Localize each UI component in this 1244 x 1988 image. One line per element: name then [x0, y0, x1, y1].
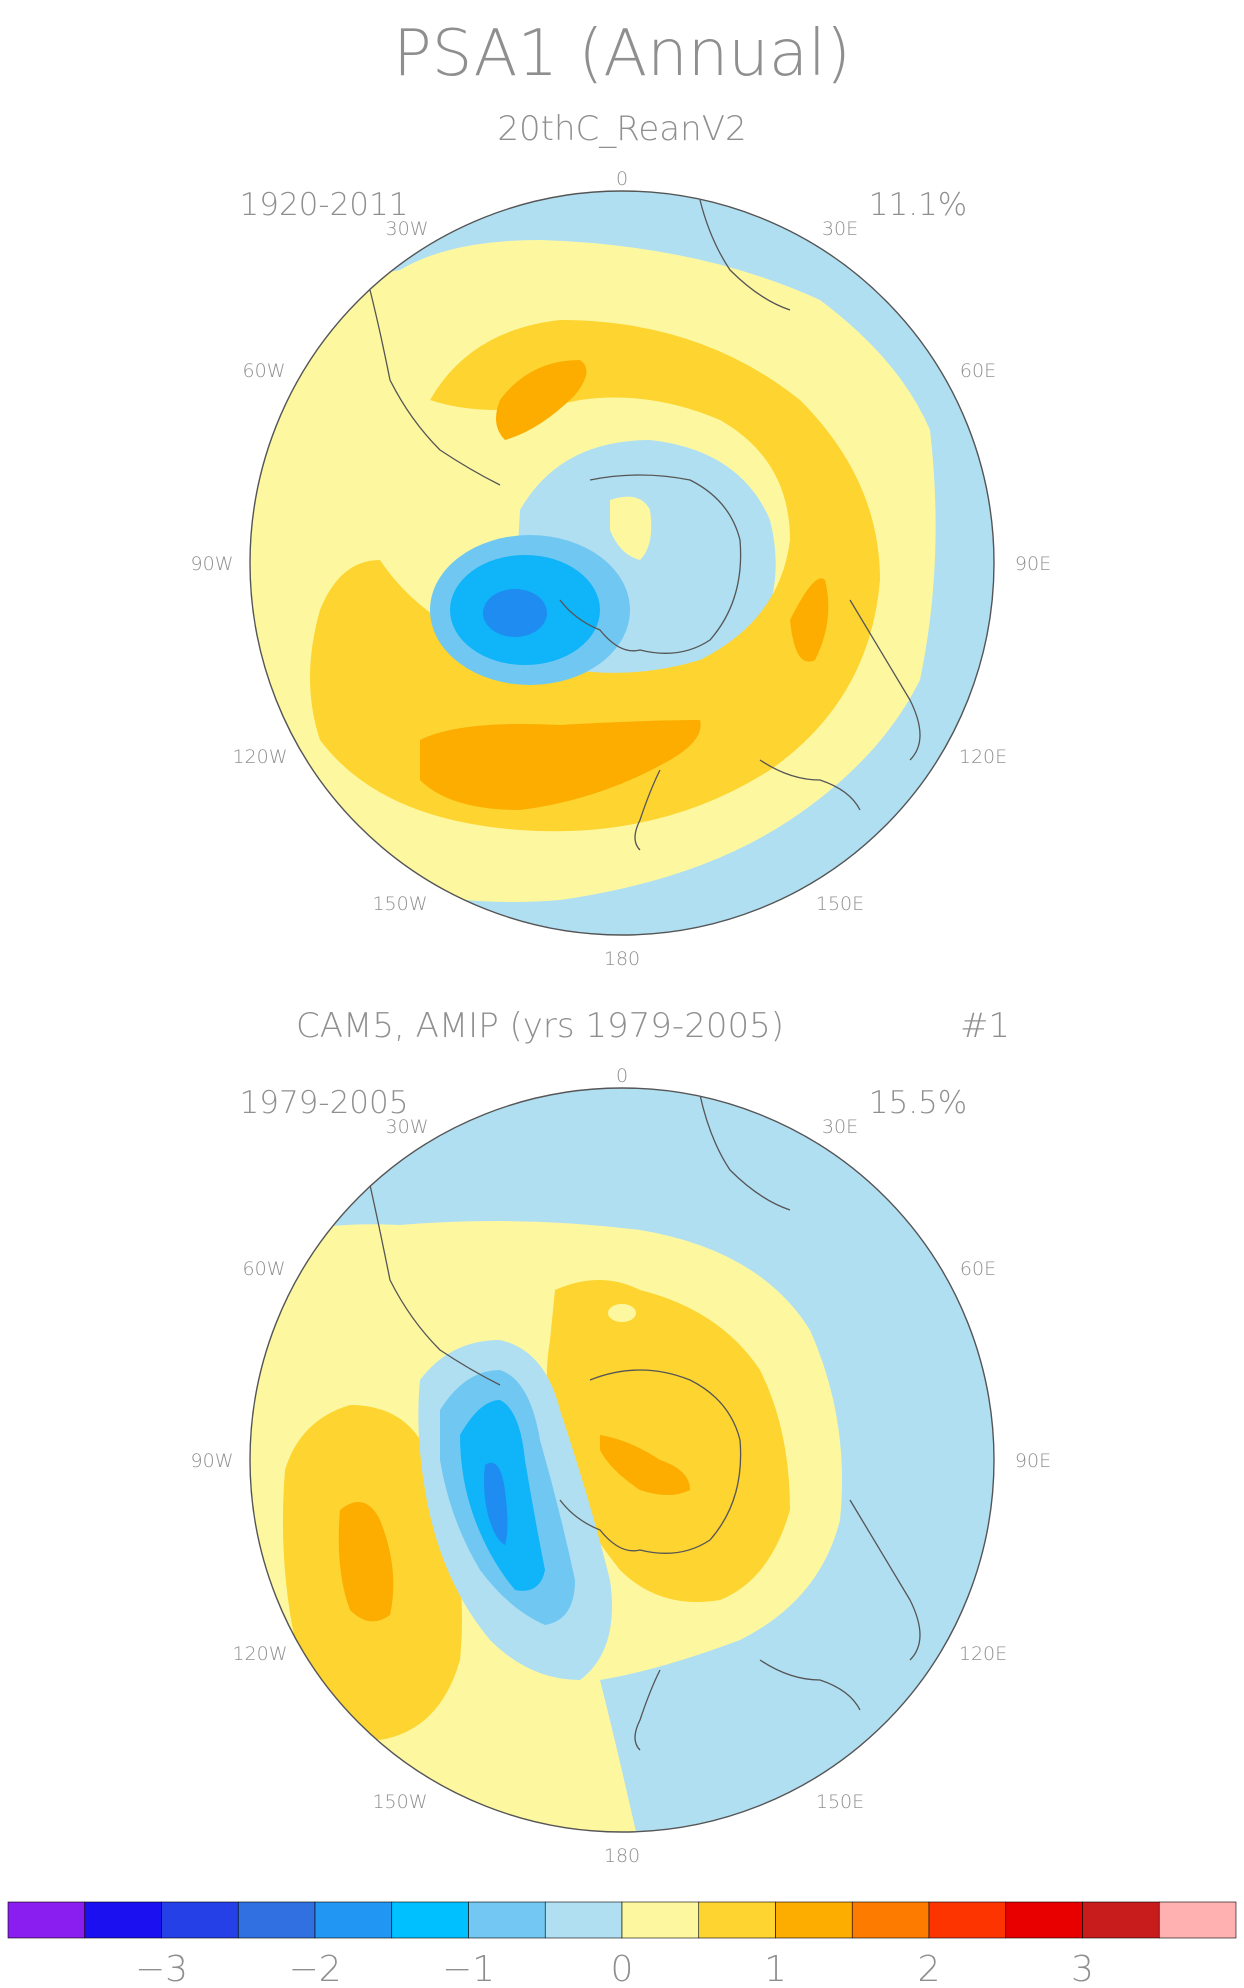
colorbar-swatch — [775, 1901, 853, 1939]
lon-label: 90E — [1015, 553, 1051, 575]
colorbar-swatch — [7, 1901, 86, 1939]
variance-label: 11.1% — [869, 187, 967, 223]
lon-label: 120W — [232, 746, 287, 768]
lon-label: 180 — [604, 948, 640, 970]
colorbar-swatch — [468, 1901, 546, 1939]
colorbar — [7, 1901, 1237, 1939]
colorbar-swatch — [161, 1901, 239, 1939]
lon-label: 180 — [604, 1845, 640, 1867]
colorbar-tick-label: −2 — [288, 1949, 341, 1988]
variance-label: 15.5% — [869, 1085, 967, 1121]
lon-label: 120E — [959, 1643, 1007, 1665]
lon-label: 0 — [616, 168, 628, 190]
lon-label: 60W — [243, 1258, 286, 1280]
colorbar-swatch — [237, 1901, 316, 1939]
colorbar-swatch — [621, 1901, 700, 1939]
lon-label: 120W — [232, 1643, 287, 1665]
colorbar-swatch — [84, 1901, 162, 1939]
colorbar-swatch — [391, 1901, 469, 1939]
panel-bottom: CAM5, AMIP (yrs 1979-2005) #1 1979-2005 … — [191, 1006, 1052, 1867]
lon-label: 30W — [386, 218, 429, 240]
longitude-labels-bottom: 0 30E 60E 90E 120E 150E 180 150W 120W 90… — [191, 1065, 1052, 1867]
longitude-labels-top: 0 30E 60E 90E 120E 150E 180 150W 120W 90… — [191, 168, 1052, 970]
main-title: PSA1 (Annual) — [393, 17, 851, 91]
colorbar-swatch — [544, 1901, 623, 1939]
lon-label: 120E — [959, 746, 1007, 768]
period-label: 1979-2005 — [240, 1085, 409, 1121]
colorbar-swatch — [1082, 1901, 1160, 1939]
colorbar-swatch — [928, 1901, 1007, 1939]
lon-label: 0 — [616, 1065, 628, 1087]
lon-label: 30E — [822, 1116, 858, 1138]
colorbar-tick-label: 2 — [918, 1949, 941, 1988]
lon-label: 150W — [372, 893, 427, 915]
map-field-top — [250, 191, 994, 935]
panel-subtitle: 20thC_ReanV2 — [497, 109, 746, 149]
lon-label: 60E — [960, 1258, 996, 1280]
panel-subtitle: CAM5, AMIP (yrs 1979-2005) — [296, 1006, 784, 1046]
lon-label: 90W — [191, 1450, 234, 1472]
period-label: 1920-2011 — [240, 187, 409, 223]
lon-label: 60E — [960, 360, 996, 382]
lon-label: 30E — [822, 218, 858, 240]
lon-label: 60W — [243, 360, 286, 382]
colorbar-tick-label: −1 — [442, 1949, 495, 1988]
colorbar-swatch — [1158, 1901, 1237, 1939]
colorbar-swatch — [851, 1901, 930, 1939]
colorbar-tick-label: −3 — [135, 1949, 188, 1988]
run-label: #1 — [960, 1006, 1010, 1046]
colorbar-tick-label: 3 — [1071, 1949, 1094, 1988]
panel-top: 20thC_ReanV2 1920-2011 11.1% — [191, 109, 1052, 970]
colorbar-swatch — [698, 1901, 776, 1939]
colorbar-swatch — [314, 1901, 393, 1939]
colorbar-swatch — [1005, 1901, 1083, 1939]
map-field-bottom — [250, 1088, 994, 1832]
colorbar-labels: −3 −2 −1 0 1 2 3 — [135, 1949, 1094, 1988]
colorbar-tick-label: 1 — [764, 1949, 787, 1988]
lon-label: 90W — [191, 553, 234, 575]
lon-label: 30W — [386, 1116, 429, 1138]
colorbar-tick-label: 0 — [611, 1949, 634, 1988]
lon-label: 150W — [372, 1791, 427, 1813]
lon-label: 150E — [816, 893, 864, 915]
lon-label: 90E — [1015, 1450, 1051, 1472]
lon-label: 150E — [816, 1791, 864, 1813]
